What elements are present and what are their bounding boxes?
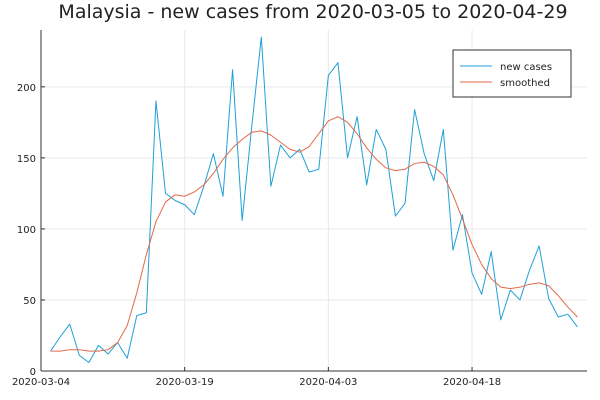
legend-label-new-cases: new cases — [500, 62, 552, 73]
x-tick-label: 2020-03-19 — [156, 377, 214, 388]
legend-label-smoothed: smoothed — [500, 78, 550, 89]
y-tick-label: 100 — [17, 225, 36, 236]
series-new-cases-line — [50, 36, 578, 363]
series-smoothed-line — [50, 116, 578, 352]
legend: new cases smoothed — [452, 49, 572, 98]
series — [50, 36, 578, 363]
legend-box — [452, 49, 572, 98]
chart-title: Malaysia - new cases from 2020-03-05 to … — [58, 1, 567, 23]
y-tick-label: 0 — [30, 367, 36, 378]
y-tick-label: 200 — [17, 83, 36, 94]
x-tick-label: 2020-04-03 — [299, 377, 357, 388]
y-tick-label: 50 — [23, 296, 36, 307]
x-tick-label: 2020-03-04 — [12, 377, 70, 388]
x-tick-label: 2020-04-18 — [443, 377, 501, 388]
tick-labels: 2020-03-04 2020-03-19 2020-04-03 2020-04-18… — [12, 83, 501, 388]
y-tick-label: 150 — [17, 154, 36, 165]
